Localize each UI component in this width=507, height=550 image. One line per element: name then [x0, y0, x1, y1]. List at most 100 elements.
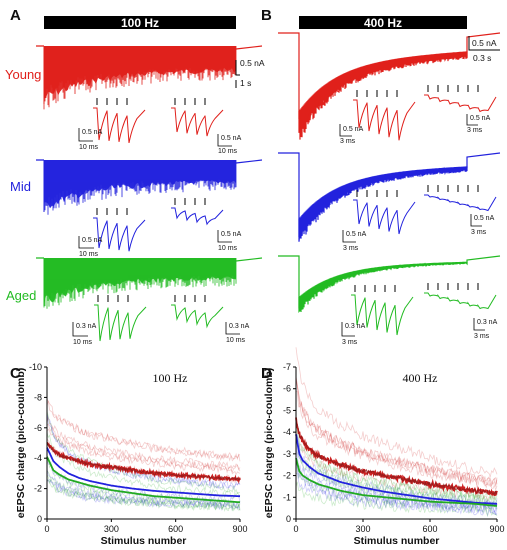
- chart-d-mean-aged: [295, 457, 498, 507]
- trace-a-aged-baseline: [36, 257, 263, 262]
- chart-d-ytick-label-6: -6: [283, 384, 291, 394]
- inset-scale-a-mid-time: 10 ms: [79, 251, 99, 258]
- inset-scale-a-aged-2: 0.3 nA 10 ms: [225, 322, 250, 344]
- chart-c-xtick-label-1: 300: [104, 524, 119, 534]
- inset-a-aged-2-trace: [171, 304, 224, 329]
- inset-a-young-2-trace: [171, 107, 224, 137]
- chart-d-indiv-aged-0: [295, 481, 498, 518]
- chart-d-indiv-aged-4: [295, 418, 498, 502]
- group-label-young: Young: [5, 67, 41, 82]
- inset-scale-a-young-2: 0.5 nA 10 ms: [217, 134, 242, 155]
- chart-d-ylabel: eEPSC charge (pico-coulomb): [263, 368, 275, 519]
- chart-d-ytick-label-4: -4: [283, 427, 291, 437]
- chart-c-ylabel: eEPSC charge (pico-coulomb): [15, 368, 27, 519]
- chart-c-indiv-aged-2: [46, 470, 241, 510]
- inset-b-mid-2-trace: [424, 194, 497, 212]
- inset-scale-a-mid-2: 0.5 nA 10 ms: [217, 230, 242, 252]
- inset-scale-b-aged2-amp: 0.3 nA: [477, 319, 498, 326]
- inset-scale-a-aged-amp: 0.3 nA: [76, 323, 97, 330]
- inset-scale-a-young-amp: 0.5 nA: [82, 129, 103, 136]
- chart-d-mean-mid: [295, 434, 497, 505]
- panel-letter-d: D: [261, 365, 272, 382]
- inset-b-mid-1-trace: [353, 199, 416, 235]
- chart-d-indiv-young-4: [295, 347, 498, 479]
- inset-scale-b-young-2: 0.5 nA 3 ms: [466, 114, 491, 134]
- inset-a-mid-1-trace: [93, 217, 146, 252]
- trace-a-young-spikes: [43, 46, 237, 110]
- inset-scale-a-young2-amp: 0.5 nA: [221, 135, 242, 142]
- chart-d-mean-young-dark: [295, 420, 498, 497]
- inset-scale-b-aged-time: 3 ms: [342, 339, 358, 346]
- chart-d-xlabel: Stimulus number: [354, 535, 440, 547]
- chart-d-xtick-label-2: 600: [422, 524, 437, 534]
- chart-c-ytick-label-2: -4: [34, 453, 42, 463]
- inset-scale-b-young-amp: 0.5 nA: [343, 126, 364, 133]
- inset-scale-a-mid-amp: 0.5 nA: [82, 237, 103, 244]
- panel-letter-a: A: [10, 7, 21, 24]
- chart-c-ytick-label-1: -2: [34, 484, 42, 494]
- trace-b-aged-line: [278, 255, 501, 314]
- chart-d-indiv-young-0: [295, 391, 498, 491]
- chart-c-indiv-aged-0: [46, 458, 241, 508]
- trace-b-young-noise: [298, 51, 468, 140]
- chart-c-indiv-mid-5: [46, 478, 241, 512]
- inset-scale-a-mid2-time: 10 ms: [218, 245, 238, 252]
- inset-b-aged-1-trace: [351, 294, 414, 336]
- trace-b-mid-line: [278, 152, 501, 242]
- inset-scale-b-young2-amp: 0.5 nA: [470, 115, 491, 122]
- chart-c-mean-mid: [46, 447, 240, 498]
- chart-c-indiv-young-1: [46, 416, 241, 471]
- scale-label-a-time: 1 s: [240, 78, 251, 88]
- chart-d-mean-young: [295, 417, 498, 497]
- inset-scale-a-young-time: 10 ms: [79, 144, 99, 151]
- chart-c-indiv-aged-3: [46, 479, 241, 512]
- chart-c-xtick-label-0: 0: [44, 524, 49, 534]
- chart-d-indiv-aged-1: [295, 436, 498, 508]
- scale-label-b-amp: 0.5 nA: [472, 38, 497, 48]
- stim-bar-a: [44, 16, 236, 29]
- inset-scale-b-mid-2: 0.5 nA 3 ms: [470, 214, 495, 236]
- inset-b-young-1-trace: [353, 99, 416, 141]
- scale-label-a-amp: 0.5 nA: [240, 58, 265, 68]
- trace-b-young-line: [278, 32, 501, 131]
- inset-a-aged-1-trace: [94, 304, 147, 342]
- inset-a-mid-2-trace: [171, 207, 224, 226]
- inset-scale-b-aged: 0.3 nA 3 ms: [341, 322, 366, 346]
- scale-bar-a-main: 0.5 nA 1 s: [235, 58, 265, 88]
- chart-d-ytick-label-3: -3: [283, 449, 291, 459]
- chart-d-ytick-label-2: -2: [283, 471, 291, 481]
- chart-d-xtick-label-0: 0: [293, 524, 298, 534]
- chart-d: 0 -1 -2 -3 -4 -5 -6 -7 0 300 600 900 Stimulus number…: [263, 347, 505, 547]
- chart-d-indiv-young-3: [295, 376, 498, 487]
- chart-c-indiv-young-0: [46, 400, 241, 462]
- chart-d-indiv-aged-5: [295, 419, 498, 502]
- panel-letter-c: C: [10, 365, 21, 382]
- trace-a-mid-spikes: [43, 160, 237, 215]
- chart-d-indiv-young-1: [295, 376, 498, 487]
- chart-d-xtick-label-3: 900: [489, 524, 504, 534]
- scale-label-b-time: 0.3 s: [473, 53, 491, 63]
- trace-a-mid-baseline: [36, 159, 263, 164]
- panel-b-traces: [278, 32, 501, 314]
- inset-scale-a-aged-time: 10 ms: [73, 339, 93, 346]
- chart-d-indiv-young-2: [295, 379, 498, 488]
- chart-c-xlabel: Stimulus number: [101, 535, 187, 547]
- scale-bar-b-main: 0.5 nA 0.3 s: [468, 36, 500, 63]
- chart-c-indiv-mid-0: [46, 478, 241, 509]
- trace-a-aged-spikes: [43, 258, 237, 309]
- inset-scale-a-young2-time: 10 ms: [218, 148, 238, 155]
- chart-d-xtick-label-1: 300: [355, 524, 370, 534]
- chart-c-ytick-label-0: 0: [37, 514, 42, 524]
- stim-bar-a-label: 100 Hz: [121, 16, 159, 30]
- chart-d-title: 400 Hz: [403, 371, 438, 385]
- chart-c-xtick-label-2: 600: [168, 524, 183, 534]
- chart-c-mean-young-dark: [46, 442, 241, 482]
- inset-scale-b-aged2-time: 3 ms: [474, 333, 490, 340]
- chart-c: 0 -2 -4 -6 -8 -10 0 300 600 900 Stimulus number eEP…: [15, 362, 248, 547]
- group-label-mid: Mid: [10, 179, 31, 194]
- inset-b-young-2-trace: [424, 94, 497, 113]
- chart-c-ytick-label-3: -6: [34, 423, 42, 433]
- inset-scale-a-aged2-amp: 0.3 nA: [229, 323, 250, 330]
- inset-scale-a-young: 0.5 nA 10 ms: [78, 128, 103, 151]
